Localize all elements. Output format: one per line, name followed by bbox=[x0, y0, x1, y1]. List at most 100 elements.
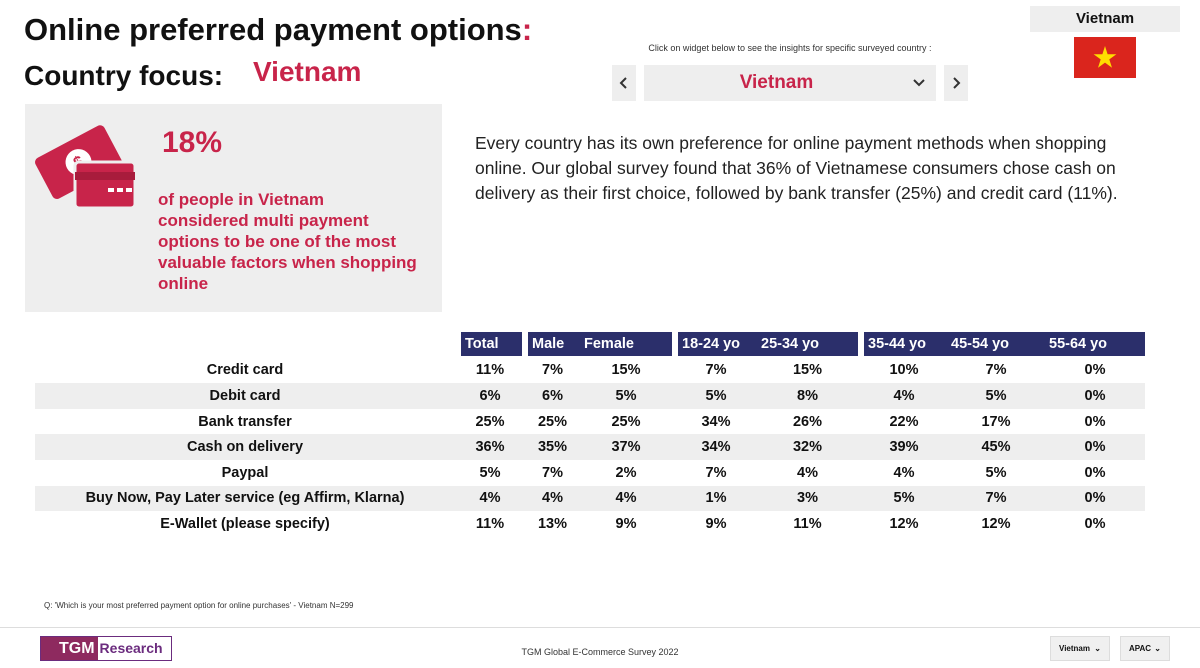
focus-label: Country focus: bbox=[24, 60, 224, 91]
table-cell: 7% bbox=[542, 464, 563, 481]
header-row: Total Male Female 18-24 yo 25-34 yo 35-44 yo 4… bbox=[35, 332, 1145, 358]
row-label: E-Wallet (please specify) bbox=[160, 515, 330, 532]
table-cell: 39% bbox=[889, 439, 919, 456]
table-cell: 11% bbox=[475, 362, 505, 379]
table-row: Debit card 6% 6% 5% 5% 8% 4% 5% 0% bbox=[35, 383, 1145, 409]
selector-hint: Click on widget below to see the insight… bbox=[648, 43, 932, 53]
table-cell: 7% bbox=[705, 464, 727, 481]
row-label: Paypal bbox=[221, 464, 269, 481]
table-cell: 4% bbox=[479, 490, 501, 507]
filter-text: APAC bbox=[1129, 644, 1152, 653]
table-cell: 6% bbox=[542, 387, 563, 404]
table-cell: 22% bbox=[889, 413, 919, 430]
table-cell: 5% bbox=[479, 464, 501, 481]
table-cell: 4% bbox=[615, 490, 637, 507]
next-button[interactable] bbox=[944, 65, 968, 101]
column-header: Female bbox=[580, 332, 672, 356]
table-cell: 37% bbox=[611, 439, 641, 456]
table-cell: 2% bbox=[615, 464, 637, 481]
table-cell: 5% bbox=[893, 490, 915, 507]
table-cell: 34% bbox=[701, 439, 731, 456]
column-header: Male bbox=[525, 332, 580, 356]
table-row: Paypal 5% 7% 2% 7% 4% 4% 5% 0% bbox=[35, 460, 1145, 486]
title-colon: : bbox=[521, 12, 533, 47]
flag-label: Vietnam bbox=[1030, 6, 1180, 32]
table-cell: 8% bbox=[797, 387, 818, 404]
table-cell: 34% bbox=[701, 413, 731, 430]
table-cell: 25% bbox=[537, 413, 568, 430]
table-cell: 0% bbox=[1084, 515, 1106, 532]
table-cell: 7% bbox=[705, 362, 727, 379]
table-cell: 0% bbox=[1084, 362, 1106, 379]
column-header: 45-54 yo bbox=[947, 332, 1045, 356]
table-cell: 25% bbox=[475, 413, 505, 430]
column-header: 18-24 yo bbox=[675, 332, 757, 356]
stat-description: of people in Vietnam considered multi pa… bbox=[158, 190, 417, 293]
table-cell: 11% bbox=[475, 515, 505, 532]
page-title: Online preferred payment options: bbox=[24, 12, 532, 48]
table-cell: 3% bbox=[797, 490, 818, 507]
table-cell: 4% bbox=[893, 464, 915, 481]
table-row: Bank transfer 25% 25% 25% 34% 26% 22% 17% 0% bbox=[35, 409, 1145, 435]
table-cell: 0% bbox=[1084, 464, 1106, 481]
table-cell: 26% bbox=[792, 413, 823, 430]
table-cell: 12% bbox=[889, 515, 919, 532]
table-cell: 45% bbox=[981, 439, 1011, 456]
dropdown-value: Vietnam bbox=[739, 72, 814, 93]
table-row: Buy Now, Pay Later service (eg Affirm, K… bbox=[35, 485, 1145, 512]
summary-paragraph: Every country has its own preference for… bbox=[475, 133, 1118, 203]
logo-main: TGM bbox=[41, 637, 98, 660]
region-filter[interactable]: APAC ⌄ bbox=[1120, 636, 1170, 661]
table-cell: 25% bbox=[611, 413, 641, 430]
table-cell: 5% bbox=[615, 387, 637, 404]
country-dropdown[interactable]: Vietnam bbox=[644, 65, 936, 101]
table-cell: 9% bbox=[615, 515, 637, 532]
table-cell: 1% bbox=[705, 490, 727, 507]
row-label: Cash on delivery bbox=[186, 439, 304, 456]
table-cell: 0% bbox=[1084, 490, 1106, 507]
column-header: 35-44 yo bbox=[861, 332, 947, 356]
table-cell: 35% bbox=[537, 439, 568, 456]
table-cell: 5% bbox=[985, 464, 1007, 481]
table-row: Credit card 11% 7% 15% 7% 15% 10% 7% 0% bbox=[35, 358, 1145, 384]
table-cell: 4% bbox=[542, 490, 563, 507]
table-cell: 9% bbox=[705, 515, 727, 532]
table-cell: 5% bbox=[985, 387, 1007, 404]
row-label: Debit card bbox=[209, 387, 281, 404]
footnote: Q: 'Which is your most preferred payment… bbox=[44, 601, 354, 610]
focus-country: Vietnam bbox=[253, 56, 362, 87]
survey-name: TGM Global E-Commerce Survey 2022 bbox=[521, 647, 679, 657]
prev-button[interactable] bbox=[612, 65, 636, 101]
table-cell: 0% bbox=[1084, 413, 1106, 430]
table-cell: 4% bbox=[893, 387, 915, 404]
column-header: 55-64 yo bbox=[1045, 332, 1145, 356]
column-header: 25-34 yo bbox=[757, 332, 858, 356]
flag bbox=[1074, 37, 1136, 78]
row-label: Bank transfer bbox=[198, 413, 292, 430]
logo-sub: Research bbox=[99, 640, 163, 656]
table-cell: 7% bbox=[542, 362, 563, 379]
table-cell: 7% bbox=[985, 490, 1007, 507]
payment-icon: $ bbox=[35, 125, 137, 210]
table-cell: 15% bbox=[611, 362, 641, 379]
table-cell: 11% bbox=[793, 515, 822, 532]
table-cell: 6% bbox=[479, 387, 501, 404]
table-cell: 17% bbox=[981, 413, 1011, 430]
table-cell: 13% bbox=[537, 515, 568, 532]
stat-value: 18% bbox=[162, 126, 223, 159]
table-cell: 15% bbox=[792, 362, 823, 379]
footer-divider bbox=[0, 627, 1200, 628]
country-filter[interactable]: Vietnam ⌄ bbox=[1050, 636, 1110, 661]
table-cell: 12% bbox=[981, 515, 1011, 532]
table-cell: 32% bbox=[792, 439, 823, 456]
table-cell: 0% bbox=[1084, 387, 1106, 404]
table-row: E-Wallet (please specify) 11% 13% 9% 9% 11% 12… bbox=[35, 511, 1145, 537]
table-cell: 0% bbox=[1084, 439, 1106, 456]
filter-text: Vietnam bbox=[1059, 644, 1090, 653]
table-cell: 36% bbox=[475, 439, 505, 456]
table-cell: 10% bbox=[889, 362, 919, 379]
table-cell: 4% bbox=[797, 464, 818, 481]
column-header: Total bbox=[458, 332, 522, 356]
table-cell: 5% bbox=[705, 387, 727, 404]
